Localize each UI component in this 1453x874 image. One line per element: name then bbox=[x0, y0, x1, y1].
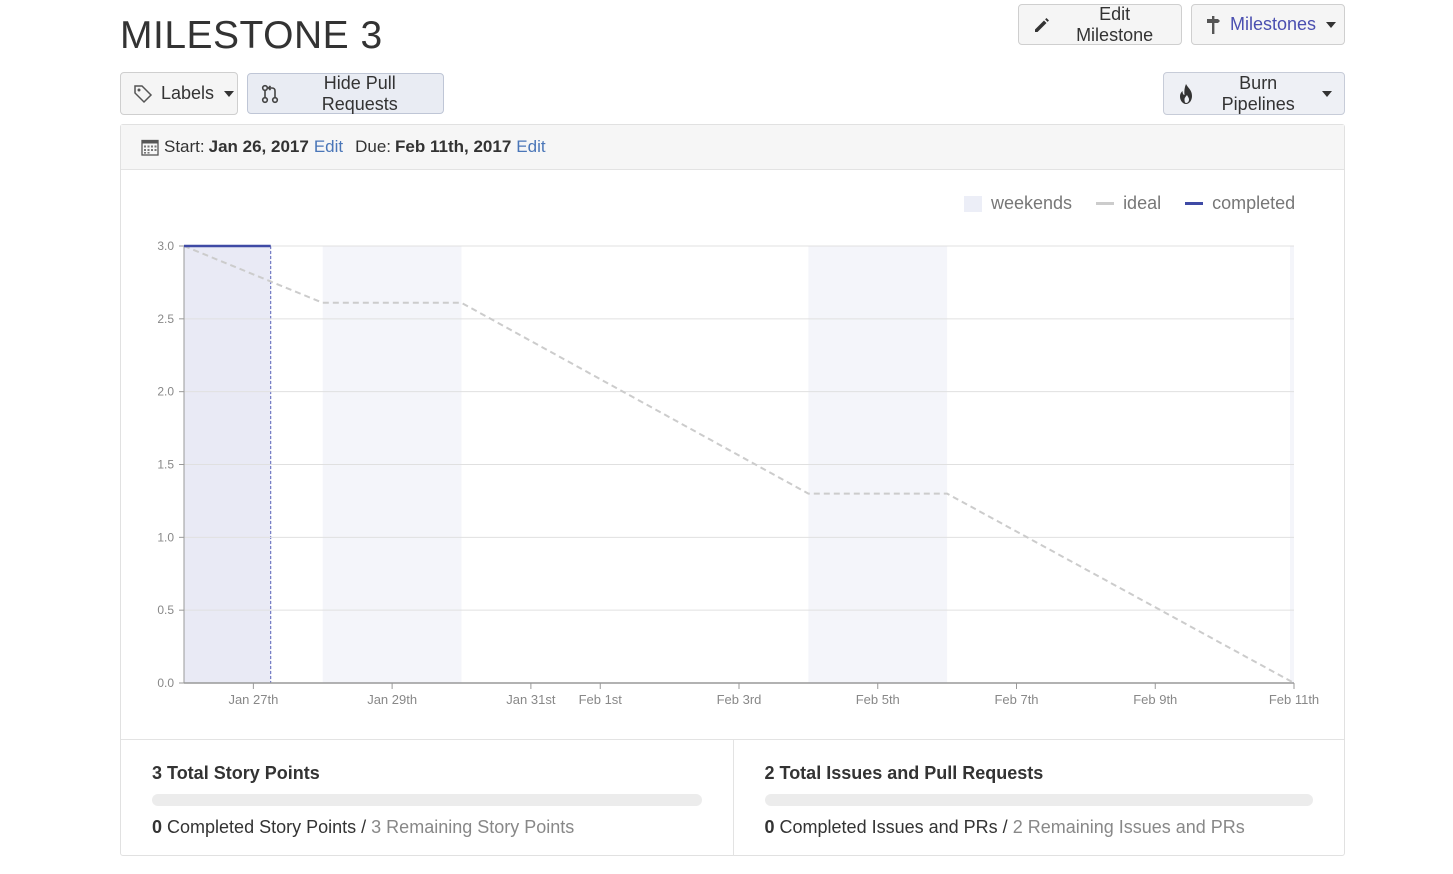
total-issues-label: Total Issues and Pull Requests bbox=[779, 763, 1044, 783]
legend-ideal: ideal bbox=[1096, 193, 1161, 214]
y-tick-label: 2.0 bbox=[157, 385, 174, 399]
start-label: Start: bbox=[164, 137, 205, 156]
total-issues: 2 Total Issues and Pull Requests bbox=[765, 763, 1314, 784]
story-points-stat: 3 Total Story Points 0 Completed Story P… bbox=[121, 740, 733, 856]
remaining-story-points: 3 Remaining Story Points bbox=[371, 817, 575, 837]
total-story-points-label: Total Story Points bbox=[167, 763, 320, 783]
legend-weekends: weekends bbox=[964, 193, 1072, 214]
pull-request-icon bbox=[260, 83, 280, 105]
burndown-panel: Start: Jan 26, 2017 Edit Due: Feb 11th, … bbox=[120, 124, 1345, 856]
start-date: Jan 26, 2017 bbox=[208, 137, 309, 156]
x-tick-label: Feb 3rd bbox=[717, 692, 762, 707]
milestone-stats: 3 Total Story Points 0 Completed Story P… bbox=[121, 739, 1344, 856]
completed-issues-count: 0 bbox=[764, 817, 775, 837]
edit-milestone-label: Edit Milestone bbox=[1076, 3, 1154, 45]
x-tick-label: Jan 29th bbox=[367, 692, 417, 707]
y-tick-label: 0.0 bbox=[157, 676, 174, 690]
burndown-chart: 0.0 0.5 1.0 1.5 2.0 2.5 3.0 Jan 27th Jan 29th Jan… bbox=[157, 239, 1319, 707]
edit-due-link[interactable]: Edit bbox=[516, 137, 546, 156]
legend-completed-swatch bbox=[1185, 202, 1204, 205]
legend-ideal-swatch bbox=[1096, 202, 1115, 205]
remaining-issues: 2 Remaining Issues and PRs bbox=[1012, 817, 1245, 837]
labels-label: Labels bbox=[161, 83, 215, 103]
tag-icon bbox=[133, 83, 153, 105]
chart-legend: weekends ideal completed bbox=[964, 193, 1319, 214]
story-points-summary: 0 Completed Story Points / 3 Remaining S… bbox=[152, 817, 702, 838]
edit-start-link[interactable]: Edit bbox=[313, 137, 344, 156]
x-tick-label: Jan 31st bbox=[506, 692, 556, 707]
issues-summary: 0 Completed Issues and PRs / 2 Remaining… bbox=[765, 817, 1314, 838]
hide-pull-requests-label: Hide Pull Requests bbox=[321, 72, 398, 114]
chevron-down-icon bbox=[1322, 90, 1332, 97]
x-tick-label: Feb 5th bbox=[856, 692, 900, 707]
legend-completed-label: completed bbox=[1212, 193, 1296, 213]
y-tick-label: 3.0 bbox=[157, 239, 174, 253]
total-story-points-count: 3 bbox=[152, 763, 163, 783]
hide-pull-requests-button[interactable]: Hide Pull Requests bbox=[247, 73, 444, 114]
separator: / bbox=[361, 817, 367, 837]
x-tick-label: Feb 7th bbox=[994, 692, 1038, 707]
pencil-icon bbox=[1031, 14, 1052, 36]
separator: / bbox=[1002, 817, 1008, 837]
legend-ideal-label: ideal bbox=[1123, 193, 1162, 213]
story-points-progress-bar bbox=[152, 794, 702, 806]
chevron-down-icon bbox=[1326, 21, 1337, 28]
milestones-label: Milestones bbox=[1230, 14, 1317, 34]
x-tick-label: Jan 27th bbox=[228, 692, 278, 707]
signpost-icon bbox=[1204, 14, 1222, 36]
milestones-dropdown[interactable]: Milestones bbox=[1191, 4, 1345, 45]
y-tick-label: 1.0 bbox=[157, 530, 174, 544]
calendar-icon bbox=[141, 138, 159, 156]
fire-icon bbox=[1176, 83, 1196, 105]
legend-weekends-label: weekends bbox=[991, 193, 1073, 213]
burn-pipelines-label: Burn Pipelines bbox=[1221, 72, 1295, 114]
legend-weekends-swatch bbox=[964, 195, 982, 212]
labels-dropdown[interactable]: Labels bbox=[120, 72, 238, 115]
completed-issues-label: Completed Issues and PRs bbox=[779, 817, 998, 837]
ideal-series-line bbox=[183, 245, 1295, 684]
completed-story-points-count: 0 bbox=[152, 817, 163, 837]
edit-milestone-button[interactable]: Edit Milestone bbox=[1018, 4, 1182, 45]
due-date: Feb 11th, 2017 bbox=[395, 137, 512, 156]
total-issues-count: 2 bbox=[764, 763, 775, 783]
issues-stat: 2 Total Issues and Pull Requests 0 Compl… bbox=[732, 740, 1345, 856]
x-tick-label: Feb 1st bbox=[579, 692, 623, 707]
y-tick-label: 1.5 bbox=[157, 458, 174, 472]
due-label: Due: bbox=[355, 137, 392, 156]
total-story-points: 3 Total Story Points bbox=[152, 763, 702, 784]
y-tick-label: 0.5 bbox=[157, 603, 174, 617]
y-tick-label: 2.5 bbox=[157, 312, 174, 326]
x-tick-label: Feb 11th bbox=[1269, 692, 1319, 707]
issues-progress-bar bbox=[764, 794, 1313, 806]
burn-pipelines-dropdown[interactable]: Burn Pipelines bbox=[1163, 72, 1345, 115]
milestone-dates-bar: Start: Jan 26, 2017 Edit Due: Feb 11th, … bbox=[121, 125, 1344, 170]
x-tick-label: Feb 9th bbox=[1133, 692, 1177, 707]
completed-story-points-label: Completed Story Points bbox=[167, 817, 357, 837]
chevron-down-icon bbox=[224, 90, 235, 97]
legend-completed: completed bbox=[1185, 193, 1295, 214]
page-title: MILESTONE 3 bbox=[120, 14, 383, 57]
